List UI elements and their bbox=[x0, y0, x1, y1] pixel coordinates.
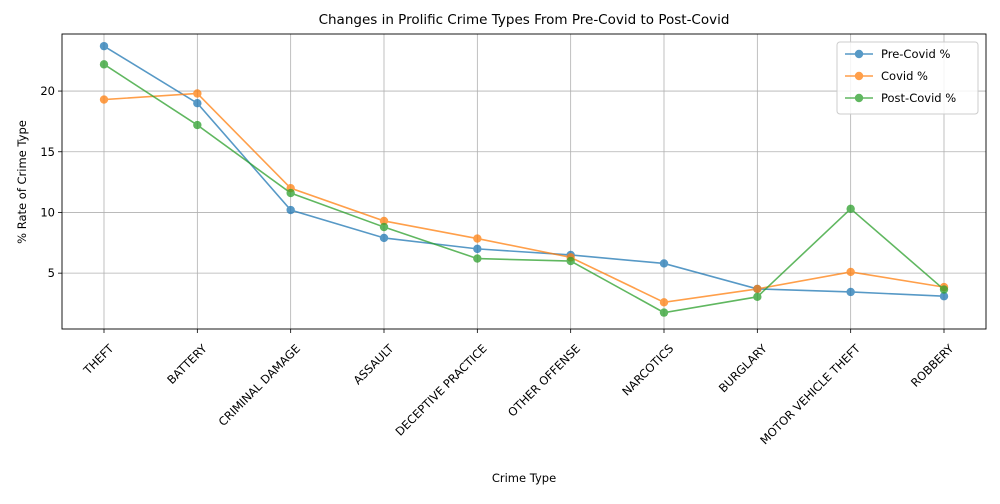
legend-marker bbox=[854, 93, 864, 103]
series-line bbox=[103, 45, 945, 298]
x-tick-label: OTHER OFFENSE bbox=[505, 341, 583, 419]
x-tick-label: MOTOR VEHICLE THEFT bbox=[757, 341, 863, 447]
data-point bbox=[99, 60, 109, 69]
data-point bbox=[193, 98, 202, 108]
data-point bbox=[473, 244, 482, 254]
legend-label: Post-Covid % bbox=[881, 91, 956, 105]
data-point bbox=[193, 89, 202, 98]
x-tick-label: BURGLARY bbox=[716, 341, 770, 395]
x-tick-label: THEFT bbox=[80, 341, 117, 378]
y-tick-label: 20 bbox=[40, 84, 55, 98]
x-tick-label: CRIMINAL DAMAGE bbox=[216, 341, 303, 428]
data-point bbox=[659, 308, 669, 317]
data-point bbox=[473, 234, 482, 243]
legend-entry: Pre-Covid % bbox=[845, 47, 950, 61]
data-point bbox=[659, 298, 669, 307]
data-point bbox=[846, 204, 855, 214]
series-layer bbox=[99, 41, 949, 317]
legend-swatch bbox=[845, 49, 873, 59]
legend-label: Covid % bbox=[881, 69, 928, 83]
data-point bbox=[473, 254, 482, 263]
legend-marker bbox=[854, 71, 864, 81]
data-point bbox=[753, 292, 762, 302]
x-tick-label: ROBBERY bbox=[908, 341, 957, 390]
data-point bbox=[659, 259, 669, 268]
x-axis-label: Crime Type bbox=[492, 471, 556, 485]
series-2 bbox=[99, 89, 949, 307]
legend: Pre-Covid % Covid % Post-Covid % bbox=[836, 41, 979, 115]
data-point bbox=[566, 256, 575, 266]
legend-swatch bbox=[845, 93, 873, 103]
y-axis-label: % Rate of Crime Type bbox=[15, 120, 29, 244]
data-point bbox=[193, 120, 202, 130]
data-point bbox=[379, 233, 389, 243]
series-3 bbox=[99, 60, 949, 317]
data-point bbox=[99, 95, 109, 104]
legend-label: Pre-Covid % bbox=[881, 47, 950, 61]
y-tick-label: 10 bbox=[40, 205, 55, 219]
data-point bbox=[753, 284, 762, 294]
series-1 bbox=[99, 41, 949, 301]
y-tick-label: 15 bbox=[40, 145, 55, 159]
data-point bbox=[286, 188, 295, 198]
legend-swatch bbox=[845, 71, 873, 81]
data-point bbox=[379, 216, 389, 226]
chart-title: Changes in Prolific Crime Types From Pre… bbox=[319, 12, 730, 28]
data-point bbox=[939, 285, 949, 294]
data-point bbox=[99, 41, 109, 51]
data-point bbox=[939, 292, 949, 301]
data-point bbox=[846, 267, 855, 277]
legend-entry: Post-Covid % bbox=[845, 91, 956, 105]
grid bbox=[62, 34, 986, 329]
x-tick-label: NARCOTICS bbox=[619, 341, 676, 398]
data-point bbox=[379, 222, 389, 232]
y-tick-label: 5 bbox=[48, 266, 55, 280]
series-line bbox=[103, 92, 945, 304]
x-tick-label: DECEPTIVE PRACTICE bbox=[392, 341, 489, 438]
x-tick-label: ASSAULT bbox=[351, 341, 398, 388]
ticks: THEFT BATTERY CRIMINAL DAMAGE ASSAULTDECEPT… bbox=[40, 84, 957, 447]
x-tick-label: BATTERY bbox=[164, 341, 210, 387]
plot-frame bbox=[61, 33, 987, 330]
data-point bbox=[286, 205, 295, 215]
legend-box bbox=[836, 41, 979, 115]
legend-marker bbox=[854, 49, 864, 59]
data-point bbox=[846, 287, 855, 297]
legend-entry: Covid % bbox=[845, 69, 928, 83]
series-line bbox=[103, 63, 945, 314]
